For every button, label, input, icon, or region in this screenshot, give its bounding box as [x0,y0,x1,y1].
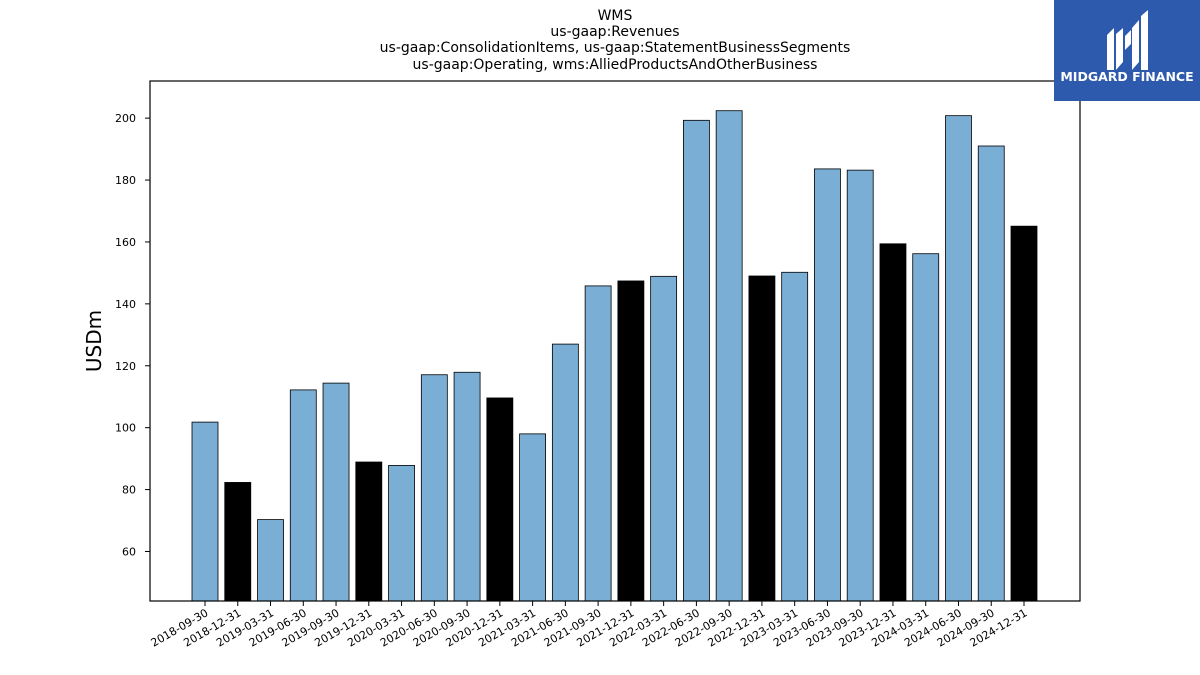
y-tick-label: 180 [115,174,136,187]
bar-2020-06-30 [420,374,448,602]
bar-2023-03-31 [781,271,809,602]
y-tick-label: 60 [122,545,136,558]
bar-2019-12-31 [355,461,383,602]
logo-text: MIDGARD FINANCE [1060,69,1193,84]
chart-title: WMS us-gaap:Revenues us-gaap:Consolidati… [380,8,851,73]
bar-2023-06-30 [814,168,841,602]
bar-2018-12-31 [224,482,252,602]
x-axis-ticks: 2018-09-302018-12-312019-03-312019-06-30… [149,601,1030,650]
y-tick-label: 200 [115,112,136,125]
y-tick-label: 100 [115,422,136,435]
bars-group [191,110,1038,602]
y-tick-label: 140 [115,298,136,311]
bar-2021-09-30 [584,285,612,602]
bar-2022-03-31 [650,275,678,602]
bar-2024-12-31 [1010,225,1038,602]
bar-2023-09-30 [846,169,874,602]
bar-2019-09-30 [322,382,350,602]
y-axis-label: USDm [82,310,106,372]
bar-2024-06-30 [945,115,972,602]
bar-2020-12-31 [486,397,514,602]
bar-2022-06-30 [683,119,710,602]
chart-title-line-3: us-gaap:ConsolidationItems, us-gaap:Stat… [380,40,851,56]
chart-title-line-4: us-gaap:Operating, wms:AlliedProductsAnd… [413,57,818,73]
bar-2022-12-31 [748,275,776,602]
bar-2024-03-31 [912,253,940,602]
bar-2022-09-30 [715,110,743,602]
plot-area-frame [149,80,1081,602]
y-tick-label: 160 [115,236,136,249]
logo-mark-icon [1107,10,1148,70]
chart-title-line-1: WMS [598,8,633,24]
bar-2021-12-31 [617,280,645,602]
bar-2021-06-30 [551,343,579,602]
bar-2019-06-30 [289,389,317,602]
y-axis-ticks: 60 80 100 120 140 160 180 200 [115,112,150,558]
y-tick-label: 120 [115,360,136,373]
bar-2023-12-31 [879,243,907,602]
bar-2019-03-31 [257,519,284,602]
chart-title-line-2: us-gaap:Revenues [550,24,679,40]
bar-2020-03-31 [388,465,415,602]
midgard-finance-logo: MIDGARD FINANCE [1054,0,1200,101]
y-tick-label: 80 [122,484,136,497]
bar-2020-09-30 [453,371,481,602]
bar-2021-03-31 [519,433,546,602]
bar-2024-09-30 [977,145,1005,602]
bar-2018-09-30 [191,421,219,602]
